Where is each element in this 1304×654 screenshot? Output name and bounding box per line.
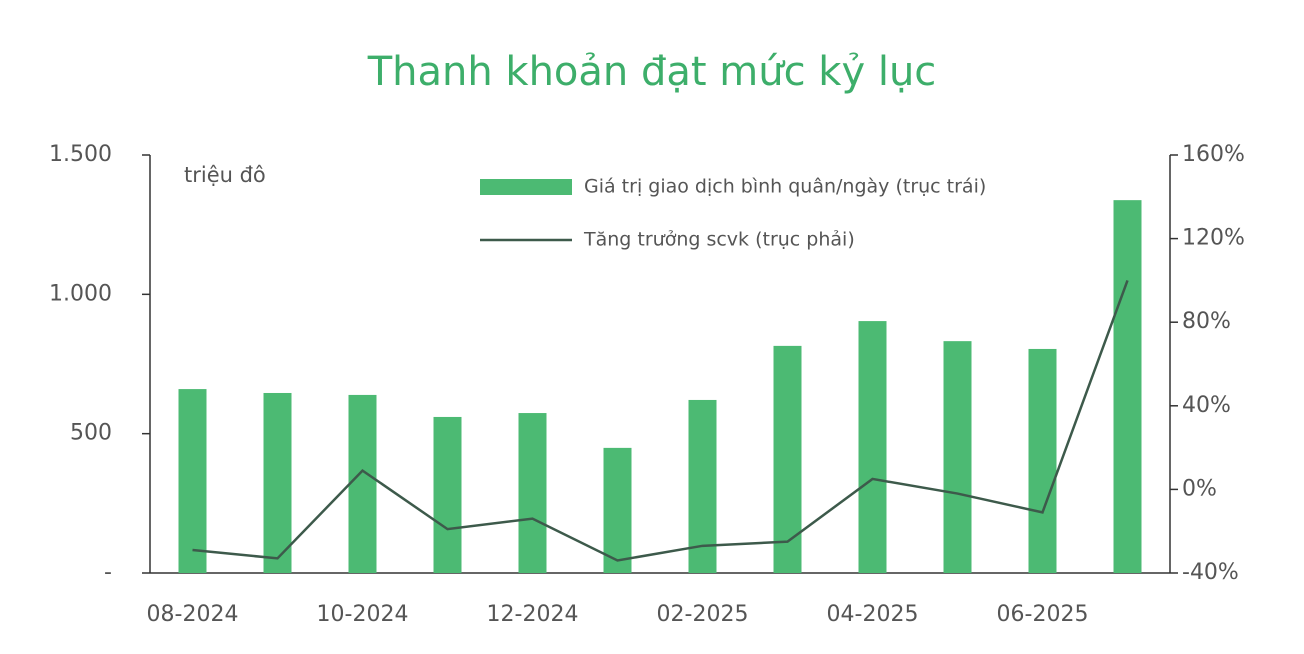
bar: [773, 345, 802, 573]
legend-swatch: [480, 179, 572, 195]
x-tick-label: 08-2024: [147, 602, 239, 627]
bar: [858, 321, 887, 573]
x-tick-label: 06-2025: [997, 602, 1089, 627]
bar: [178, 389, 207, 573]
x-tick-label: 12-2024: [487, 602, 579, 627]
x-tick-label: 04-2025: [827, 602, 919, 627]
x-tick-label: 10-2024: [317, 602, 409, 627]
bar: [518, 413, 547, 573]
chart-title: Thanh khoản đạt mức kỷ lục: [367, 49, 937, 95]
y2-tick-label: 40%: [1182, 393, 1231, 418]
y2-tick-label: 120%: [1182, 226, 1245, 251]
bar: [1028, 348, 1057, 573]
legend-label: Giá trị giao dịch bình quân/ngày (trục t…: [584, 176, 986, 198]
line: [192, 279, 1129, 562]
bar: [263, 392, 292, 573]
y2-tick-label: 80%: [1182, 309, 1231, 334]
y-tick-label: -: [104, 560, 112, 585]
unit-annotation: triệu đô: [184, 163, 266, 187]
y2-tick-label: -40%: [1182, 560, 1239, 585]
bar: [943, 341, 972, 573]
legend-label: Tăng trưởng scvk (trục phải): [583, 229, 855, 251]
bar: [1113, 200, 1142, 574]
y2-tick-label: 160%: [1182, 142, 1245, 167]
bar: [433, 416, 462, 573]
bar: [603, 447, 632, 573]
bar: [348, 394, 377, 573]
y-tick-label: 500: [70, 421, 112, 446]
y-tick-label: 1.000: [49, 281, 112, 306]
y2-tick-label: 0%: [1182, 476, 1217, 501]
y-tick-label: 1.500: [49, 142, 112, 167]
x-tick-label: 02-2025: [657, 602, 749, 627]
